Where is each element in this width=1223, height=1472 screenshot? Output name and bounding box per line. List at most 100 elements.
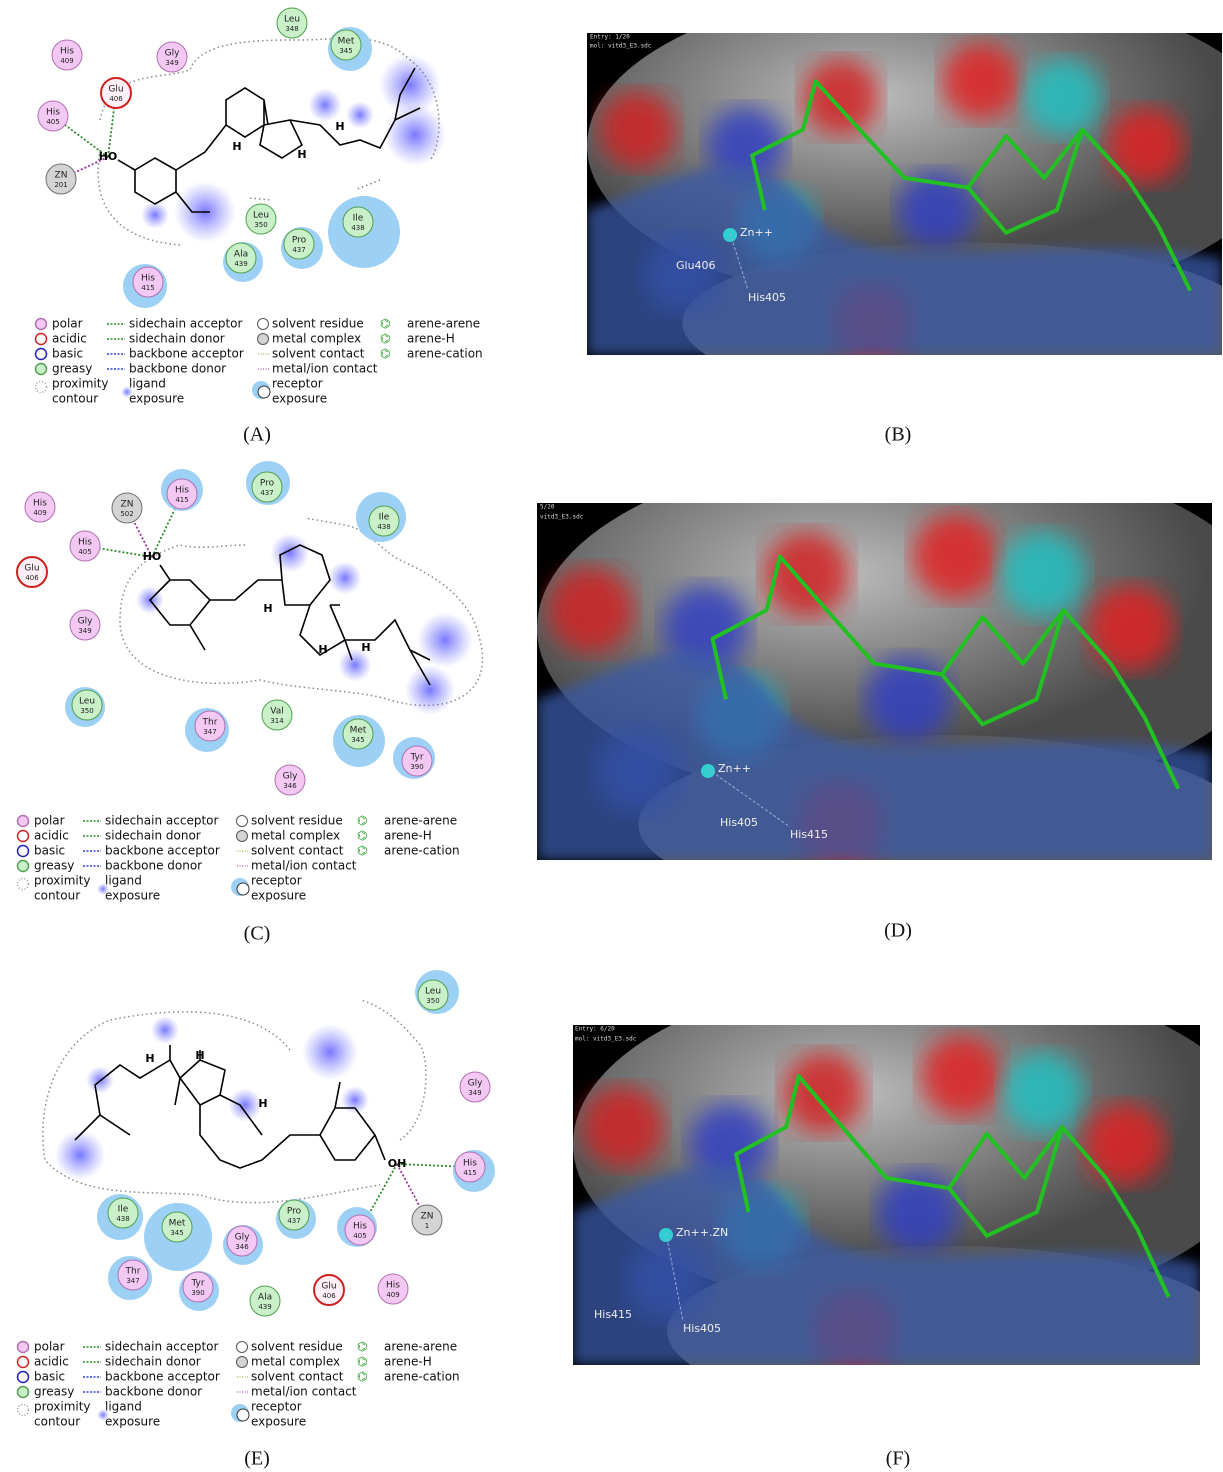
panel-caption: (D) xyxy=(884,920,912,942)
residue-number: 406 xyxy=(109,95,123,103)
residue-name: Leu xyxy=(425,987,441,997)
residue-name: Met xyxy=(169,1219,186,1229)
residue-name: His xyxy=(78,538,92,548)
residue-number: 406 xyxy=(322,1292,336,1300)
legend-label: arene-cation xyxy=(384,844,460,858)
legend-label: contour xyxy=(52,392,98,406)
legend-symbol xyxy=(237,1342,248,1353)
legend-label: metal complex xyxy=(251,1355,340,1369)
legend-symbol xyxy=(36,382,47,393)
ligand-exposure xyxy=(346,101,374,129)
legend-label: exposure xyxy=(251,1415,306,1429)
legend-label: greasy xyxy=(34,859,74,873)
residue-name: ZN xyxy=(421,1212,434,1222)
residue-number: 350 xyxy=(80,707,93,715)
legend-label: ligand xyxy=(129,377,166,391)
panel-caption: (C) xyxy=(244,923,271,945)
surface-patch xyxy=(1088,585,1174,671)
legend-label: acidic xyxy=(34,829,69,843)
render-header: Entry: 6/20 xyxy=(575,1026,615,1033)
atom-label: H xyxy=(318,643,327,656)
ligand-skeleton xyxy=(118,68,420,212)
render-panel: Entry: 6/20mol: vitd3_E3.sdcZn++.ZNHis41… xyxy=(573,974,1223,1416)
legend-label: metal complex xyxy=(272,332,361,346)
residue-name: Tyr xyxy=(409,753,423,763)
render-label: His405 xyxy=(720,816,758,829)
legend-symbol xyxy=(258,334,269,345)
residue-number: 349 xyxy=(78,627,91,635)
legend-symbol xyxy=(18,1387,29,1398)
legend-symbol xyxy=(18,846,29,857)
legend: polaracidicbasicgreasyproximitycontoursi… xyxy=(18,814,460,903)
residue-number: 345 xyxy=(170,1229,183,1237)
legend-label: solvent residue xyxy=(251,1340,343,1354)
zinc-ion xyxy=(723,228,737,242)
legend-symbol xyxy=(18,861,29,872)
residue-name: His xyxy=(60,47,74,57)
residue-name: Gly xyxy=(283,772,298,782)
legend-symbol xyxy=(237,831,248,842)
residue-number: 405 xyxy=(78,548,91,556)
legend-label: ligand xyxy=(105,1400,142,1414)
residue-number: 350 xyxy=(254,221,267,229)
legend-symbol xyxy=(18,831,29,842)
surface xyxy=(573,974,1223,1416)
ligand-exposure xyxy=(384,104,446,166)
legend-symbol xyxy=(18,1405,29,1416)
render-label: Zn++ xyxy=(740,226,773,239)
residue-name: Gly xyxy=(235,1233,250,1243)
atom-label: HO xyxy=(143,550,162,563)
residue-number: 439 xyxy=(234,260,247,268)
render-label: Zn++.ZN xyxy=(676,1226,728,1239)
atom-label: OH xyxy=(388,1157,407,1170)
legend-symbol xyxy=(18,816,29,827)
legend-label: solvent residue xyxy=(272,317,364,331)
residue-name: His xyxy=(175,486,189,496)
legend-label: exposure xyxy=(251,889,306,903)
surface-patch xyxy=(1025,59,1102,136)
render-label: His415 xyxy=(594,1308,632,1321)
legend-label: polar xyxy=(34,814,65,828)
legend-label: solvent contact xyxy=(272,347,365,361)
legend-symbol: ⌬ xyxy=(380,317,390,331)
atom-label: H xyxy=(145,1052,154,1065)
legend-label: sidechain donor xyxy=(105,829,201,843)
legend-label: proximity xyxy=(52,377,109,391)
atom-label: H xyxy=(361,641,370,654)
zinc-ion xyxy=(701,764,715,778)
legend-symbol: ⌬ xyxy=(357,1370,367,1384)
surface-patch xyxy=(582,1086,664,1168)
legend-symbol xyxy=(18,1342,29,1353)
legend-label: backbone acceptor xyxy=(129,347,244,361)
legend-label: solvent contact xyxy=(251,1370,344,1384)
legend-label: solvent contact xyxy=(251,844,344,858)
residue-name: Glu xyxy=(24,564,39,574)
residue-number: 405 xyxy=(353,1232,366,1240)
residue-number: 409 xyxy=(60,57,73,65)
residue-name: His xyxy=(386,1281,400,1291)
render-label: His405 xyxy=(683,1322,721,1335)
residue-name: Gly xyxy=(78,617,93,627)
residue-name: ZN xyxy=(121,500,134,510)
ligand-exposure xyxy=(302,1024,358,1080)
residue-name: Met xyxy=(350,726,367,736)
surface-patch xyxy=(548,567,634,653)
legend-label: basic xyxy=(34,844,65,858)
ligand-exposure xyxy=(151,1016,179,1044)
legend-symbol: ⌬ xyxy=(357,814,367,828)
atom-label: H xyxy=(232,140,241,153)
residue-number: 390 xyxy=(191,1289,204,1297)
residue-number: 502 xyxy=(120,510,133,518)
render-header: mol: vitd3_E3.sdc xyxy=(590,43,652,50)
residue-name: Ala xyxy=(234,250,248,260)
render-header: Entry: 1/20 xyxy=(590,34,630,41)
legend-label: receptor xyxy=(251,1400,302,1414)
render-label: His405 xyxy=(748,291,786,304)
legend-label: backbone acceptor xyxy=(105,844,220,858)
surface-patch xyxy=(599,91,676,168)
ligand-exposure xyxy=(328,561,362,595)
render-label: Zn++ xyxy=(718,762,751,775)
legend: polaracidicbasicgreasyproximitycontoursi… xyxy=(36,317,483,406)
residue-number: 345 xyxy=(339,47,352,55)
ligand-exposure xyxy=(341,1086,369,1114)
